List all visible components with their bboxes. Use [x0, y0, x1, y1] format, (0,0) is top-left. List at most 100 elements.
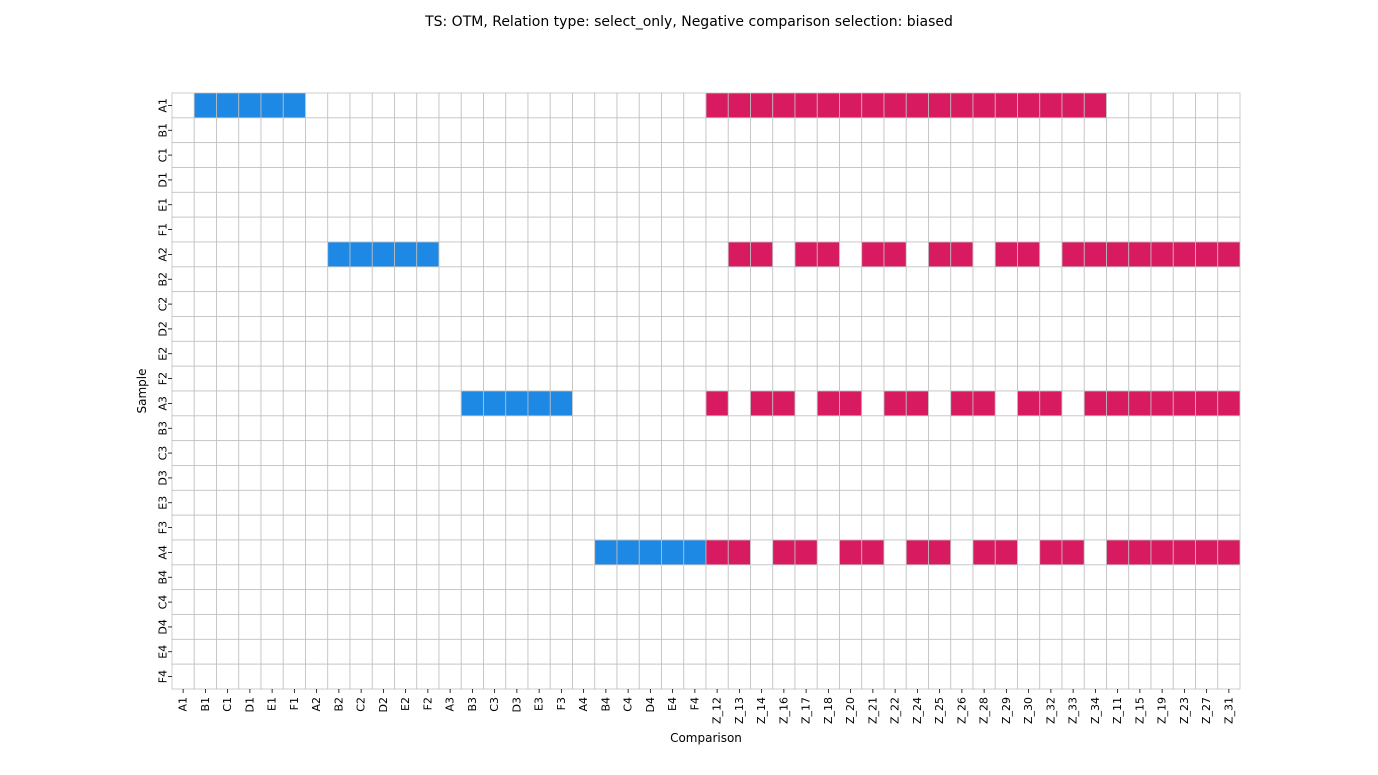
- heatmap-cell-empty: [1083, 266, 1107, 293]
- heatmap-cell-empty: [549, 465, 573, 491]
- heatmap-cell-empty: [572, 440, 596, 466]
- heatmap-cell-empty: [661, 489, 685, 516]
- heatmap-cell-empty: [171, 589, 195, 615]
- heatmap-cell-empty: [750, 465, 774, 491]
- heatmap-cell-empty: [216, 241, 240, 268]
- x-tick-label: C3: [488, 697, 501, 712]
- heatmap-cell-empty: [705, 191, 729, 218]
- heatmap-cell-empty: [839, 514, 863, 541]
- heatmap-cell-empty: [216, 142, 240, 168]
- heatmap-cell-empty: [905, 291, 929, 317]
- heatmap-cell-empty: [171, 191, 195, 218]
- y-tick-label: B1: [157, 123, 170, 138]
- heatmap-cell-empty: [972, 365, 996, 392]
- heatmap-cell-empty: [305, 340, 329, 367]
- heatmap-cell-empty: [171, 92, 195, 119]
- heatmap-cell-empty: [616, 514, 640, 541]
- heatmap-cell-empty: [972, 514, 996, 541]
- heatmap-cell-empty: [549, 365, 573, 392]
- heatmap-cell-empty: [638, 340, 662, 367]
- heatmap-cell-empty: [1150, 316, 1174, 342]
- heatmap-cell-empty: [438, 638, 462, 665]
- y-tick-label: C4: [157, 595, 170, 610]
- heatmap-cell-empty: [371, 614, 395, 640]
- heatmap-cell-empty: [282, 365, 306, 392]
- heatmap-cell-empty: [349, 663, 373, 690]
- heatmap-cell-empty: [282, 291, 306, 317]
- heatmap-cell-empty: [572, 241, 596, 268]
- heatmap-cell-empty: [750, 614, 774, 640]
- heatmap-cell-empty: [327, 316, 351, 342]
- heatmap-cell-empty: [394, 589, 418, 615]
- heatmap-cell-empty: [928, 365, 952, 392]
- heatmap-cell-empty: [483, 415, 507, 442]
- heatmap-cell-empty: [772, 514, 796, 541]
- heatmap-cell-empty: [394, 614, 418, 640]
- heatmap-cell-empty: [861, 614, 885, 640]
- heatmap-cell-empty: [527, 564, 551, 591]
- heatmap-cell-empty: [238, 316, 262, 342]
- heatmap-cell-empty: [305, 514, 329, 541]
- heatmap-cell-empty: [705, 589, 729, 615]
- heatmap-cell-empty: [505, 266, 529, 293]
- heatmap-cell-empty: [994, 316, 1018, 342]
- heatmap-cell-empty: [305, 614, 329, 640]
- heatmap-cell-empty: [527, 415, 551, 442]
- heatmap-cell-empty: [883, 316, 907, 342]
- heatmap-cell-empty: [1061, 340, 1085, 367]
- heatmap-cell-empty: [549, 216, 573, 243]
- heatmap-cell-empty: [1017, 440, 1041, 466]
- heatmap-cell-negative: [928, 241, 952, 268]
- heatmap-cell-empty: [1017, 316, 1041, 342]
- x-tick-label: Z_18: [822, 697, 835, 724]
- heatmap-cell-empty: [216, 663, 240, 690]
- heatmap-cell-empty: [883, 340, 907, 367]
- heatmap-cell-empty: [416, 514, 440, 541]
- heatmap-cell-negative: [727, 539, 751, 566]
- heatmap-cell-empty: [661, 514, 685, 541]
- heatmap-cell-empty: [883, 142, 907, 168]
- heatmap-cell-empty: [638, 489, 662, 516]
- heatmap-cell-empty: [1128, 465, 1152, 491]
- x-tick-label: A3: [444, 697, 457, 712]
- heatmap-cell-empty: [193, 241, 217, 268]
- heatmap-cell-empty: [305, 589, 329, 615]
- heatmap-cell-empty: [193, 514, 217, 541]
- heatmap-cell-empty: [1128, 266, 1152, 293]
- heatmap-cell-negative: [950, 241, 974, 268]
- heatmap-cell-empty: [950, 291, 974, 317]
- heatmap-cell-empty: [416, 589, 440, 615]
- heatmap-cell-empty: [171, 415, 195, 442]
- heatmap-cell-empty: [238, 117, 262, 144]
- heatmap-cell-empty: [305, 291, 329, 317]
- heatmap-cell-empty: [1083, 365, 1107, 392]
- heatmap-cell-empty: [549, 415, 573, 442]
- heatmap-cell-empty: [572, 564, 596, 591]
- heatmap-cell-empty: [594, 291, 618, 317]
- heatmap-cell-empty: [705, 167, 729, 193]
- heatmap-cell-empty: [816, 117, 840, 144]
- heatmap-cell-empty: [327, 291, 351, 317]
- heatmap-cell-empty: [327, 638, 351, 665]
- heatmap-cell-empty: [816, 514, 840, 541]
- heatmap-cell-empty: [705, 291, 729, 317]
- x-tick-label: Z_33: [1067, 697, 1080, 724]
- heatmap-cell-empty: [905, 514, 929, 541]
- heatmap-cell-empty: [394, 167, 418, 193]
- heatmap-cell-empty: [305, 117, 329, 144]
- heatmap-cell-empty: [861, 142, 885, 168]
- heatmap-cell-negative: [772, 390, 796, 417]
- heatmap-cell-positive: [260, 92, 284, 119]
- heatmap-cell-empty: [705, 142, 729, 168]
- heatmap-cell-empty: [349, 92, 373, 119]
- heatmap-cell-empty: [839, 614, 863, 640]
- heatmap-cell-empty: [794, 365, 818, 392]
- heatmap-cell-empty: [950, 266, 974, 293]
- heatmap-cell-empty: [349, 415, 373, 442]
- heatmap-cell-empty: [305, 316, 329, 342]
- heatmap-cell-empty: [638, 638, 662, 665]
- heatmap-cell-empty: [171, 638, 195, 665]
- heatmap-cell-empty: [638, 167, 662, 193]
- heatmap-cell-negative: [994, 539, 1018, 566]
- heatmap-cell-empty: [772, 117, 796, 144]
